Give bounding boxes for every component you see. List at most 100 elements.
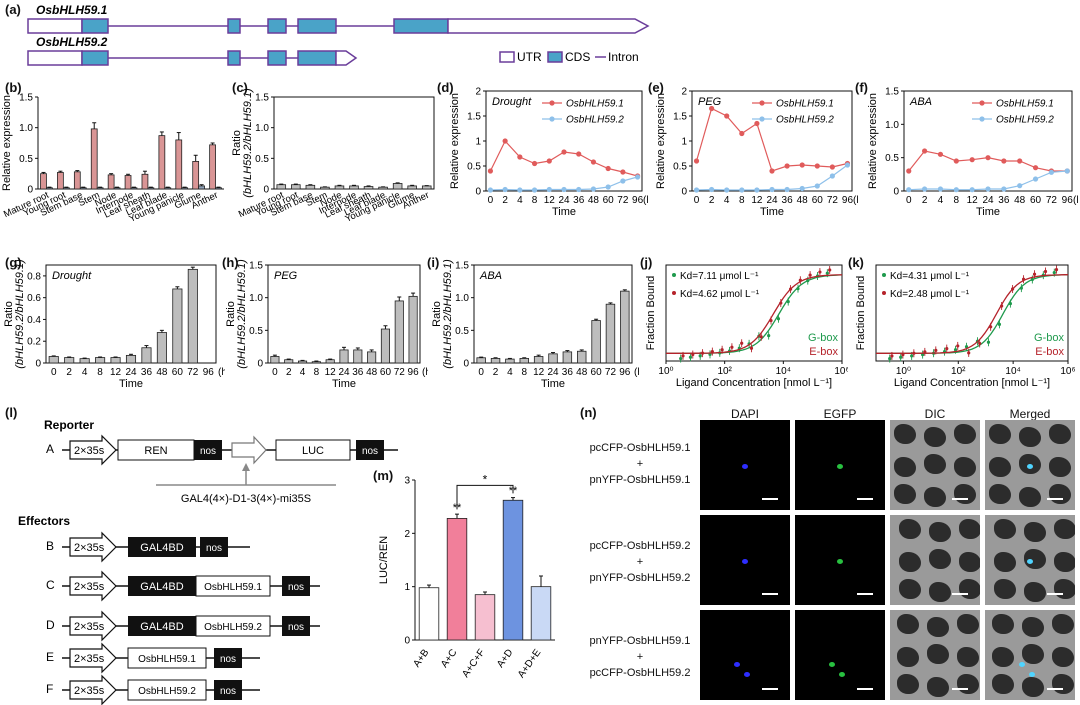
svg-text:GAL4BD: GAL4BD xyxy=(140,542,183,554)
cell-shape xyxy=(989,457,1011,477)
plot-frame xyxy=(273,96,435,190)
point-G-box xyxy=(997,322,1002,326)
x-tick-label: 72 xyxy=(187,367,199,378)
cell-shape xyxy=(959,552,980,572)
point-E-box xyxy=(818,270,822,274)
legend-marker-OsbHLH59.1 xyxy=(759,100,765,106)
point-OsbHLH59.1-60 xyxy=(605,165,611,172)
svg-text:2×35s: 2×35s xyxy=(74,685,105,697)
scale-bar xyxy=(952,498,968,500)
svg-text:2×35s: 2×35s xyxy=(74,581,105,593)
nucleus-signal xyxy=(1019,662,1025,667)
y-tick-label: 0 xyxy=(893,187,899,198)
svg-text:GAL4BD: GAL4BD xyxy=(140,581,183,593)
x-tick-label: 24 xyxy=(558,195,570,206)
y-tick-label: 1.0 xyxy=(455,293,469,304)
point-E-box xyxy=(720,348,724,352)
annot-kd-1: Kd=7.11 μmol L⁻¹ xyxy=(680,271,759,282)
row-b-label: B xyxy=(46,539,54,553)
point-E-box xyxy=(779,301,783,305)
cell-shape xyxy=(929,522,951,542)
x-tick-label: 36 xyxy=(998,195,1010,206)
y-tick-label: 1.0 xyxy=(885,120,899,131)
panel-label-b: (b) xyxy=(5,80,22,95)
bar-24 xyxy=(548,353,558,364)
point-E-box xyxy=(798,278,802,282)
nucleus-signal xyxy=(839,672,845,677)
x-tick-label: 0 xyxy=(906,195,912,206)
svg-text:2×35s: 2×35s xyxy=(74,653,105,665)
point-E-box xyxy=(923,350,927,354)
point-OsbHLH59.2-2 xyxy=(502,186,508,193)
gal-site-label: GAL4(4×)-D1-3(4×)-mi35S xyxy=(181,493,311,505)
micro-image-r3-c3 xyxy=(890,610,980,700)
point-OsbHLH59.1-12 xyxy=(969,157,975,163)
cell-shape xyxy=(1024,549,1046,569)
point-OsbHLH59.1-72 xyxy=(829,164,835,170)
bar-60 xyxy=(380,328,391,364)
bar-0 xyxy=(270,356,280,364)
point-OsbHLH59.2-12 xyxy=(754,187,760,193)
svg-text:2×35s: 2×35s xyxy=(74,542,105,554)
svg-text:OsbHLH59.2: OsbHLH59.2 xyxy=(204,622,262,633)
nucleus-signal xyxy=(837,559,843,564)
y-tick-label: 2 xyxy=(681,87,687,98)
y-tick-label: 1.5 xyxy=(673,112,687,123)
bar-Young panicle xyxy=(392,183,403,190)
bar-Node xyxy=(334,185,345,190)
micro-header-egfp: EGFP xyxy=(823,407,857,421)
reporter-title: Reporter xyxy=(44,418,94,432)
point-E-box xyxy=(808,273,812,277)
bar-Anther xyxy=(421,185,432,190)
x-tick-label: 10² xyxy=(951,366,966,377)
point-OsbHLH59.1-2 xyxy=(502,138,508,144)
chart-e-peg-expression: 0 0.5 1 1.5 2 Relative expression OsbHLH59.1 Os… xyxy=(655,87,858,219)
chart-title: Drought xyxy=(492,96,532,108)
point-OsbHLH59.1-36 xyxy=(576,151,582,157)
y-axis-title: Ratio xyxy=(3,301,15,327)
y-axis-title: Fraction Bound xyxy=(645,276,657,351)
x-tick-label: 96 xyxy=(408,367,420,378)
point-OsbHLH59.1-48 xyxy=(590,159,597,165)
bar-Stem xyxy=(96,187,104,190)
point-G-box xyxy=(953,348,958,352)
y-axis-title: Fraction Bound xyxy=(855,276,867,351)
micro-image-r3-c1 xyxy=(700,610,790,700)
panel-label-j: (j) xyxy=(640,255,653,270)
x-axis-title: Time xyxy=(541,378,565,390)
y-axis-title: LUC/REN xyxy=(378,536,390,584)
x-tick-label: 10⁰ xyxy=(658,366,673,377)
cell-shape xyxy=(957,614,979,634)
x-tick-label: 96 xyxy=(842,195,854,206)
x-tick-label: 10⁴ xyxy=(776,366,791,377)
point-OsbHLH59.2-12 xyxy=(546,186,552,193)
micro-image-r2-c4 xyxy=(985,515,1075,605)
cell-shape xyxy=(994,519,1016,539)
cell-shape xyxy=(924,454,946,474)
bar-Mature root xyxy=(40,173,47,190)
bar-24 xyxy=(125,354,137,364)
y-tick-label: 0.5 xyxy=(467,162,481,173)
micro-header-merged: Merged xyxy=(1009,407,1051,421)
chart-title: PEG xyxy=(274,270,298,282)
x-tick-label: 12 xyxy=(110,367,122,378)
legend-marker-OsbHLH59.1 xyxy=(549,100,555,106)
point-G-box xyxy=(986,340,991,344)
y-tick-label: 0.4 xyxy=(27,315,41,326)
micro-image-r1-c1 xyxy=(700,420,790,510)
legend-label-OsbHLH59.2: OsbHLH59.2 xyxy=(776,115,834,126)
legend-label-OsbHLH59.2: OsbHLH59.2 xyxy=(996,115,1054,126)
chart-title: PEG xyxy=(698,96,722,108)
x-tick-label: 12 xyxy=(544,195,556,206)
svg-text:nos: nos xyxy=(206,543,222,554)
bar-24 xyxy=(339,349,349,364)
point-OsbHLH59.1-2 xyxy=(922,148,928,154)
micro-image-r1-c2 xyxy=(795,420,885,510)
cell-shape xyxy=(954,424,976,444)
point-OsbHLH59.1-2 xyxy=(709,105,715,112)
point-OsbHLH59.1-8 xyxy=(531,160,538,167)
nucleus-signal xyxy=(742,559,748,564)
cell-shape xyxy=(1024,582,1046,602)
